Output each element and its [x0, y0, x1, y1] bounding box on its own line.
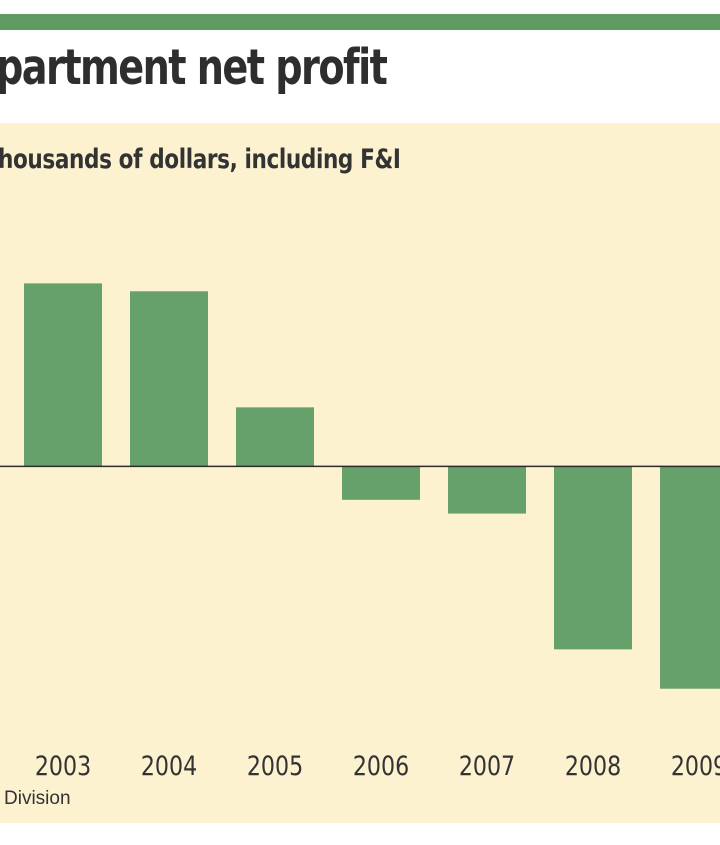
- chart-subtitle: housands of dollars, including F&I: [0, 144, 401, 175]
- x-tick-label-2007: 2007: [459, 750, 515, 782]
- x-tick-label-2009: 2009: [671, 750, 720, 782]
- source-note: Division: [4, 788, 71, 809]
- bar-2005: [236, 407, 314, 467]
- bar-group: [24, 283, 720, 689]
- bar-2003: [24, 283, 102, 467]
- bar-2004: [130, 291, 208, 467]
- bar-2006: [342, 466, 420, 500]
- x-tick-label-2003: 2003: [35, 750, 91, 782]
- x-tick-label-2004: 2004: [141, 750, 197, 782]
- bar-2008: [554, 466, 632, 650]
- bar-2009: [660, 466, 720, 689]
- x-tick-label-2006: 2006: [353, 750, 409, 782]
- chart-title: partment net profit: [0, 39, 388, 96]
- x-tick-label-2008: 2008: [565, 750, 621, 782]
- x-tick-labels: 2003 2004 2005 2006 2007 2008 2009: [35, 750, 720, 782]
- top-rule: [0, 14, 720, 30]
- x-tick-label-2005: 2005: [247, 750, 303, 782]
- bar-2007: [448, 466, 526, 514]
